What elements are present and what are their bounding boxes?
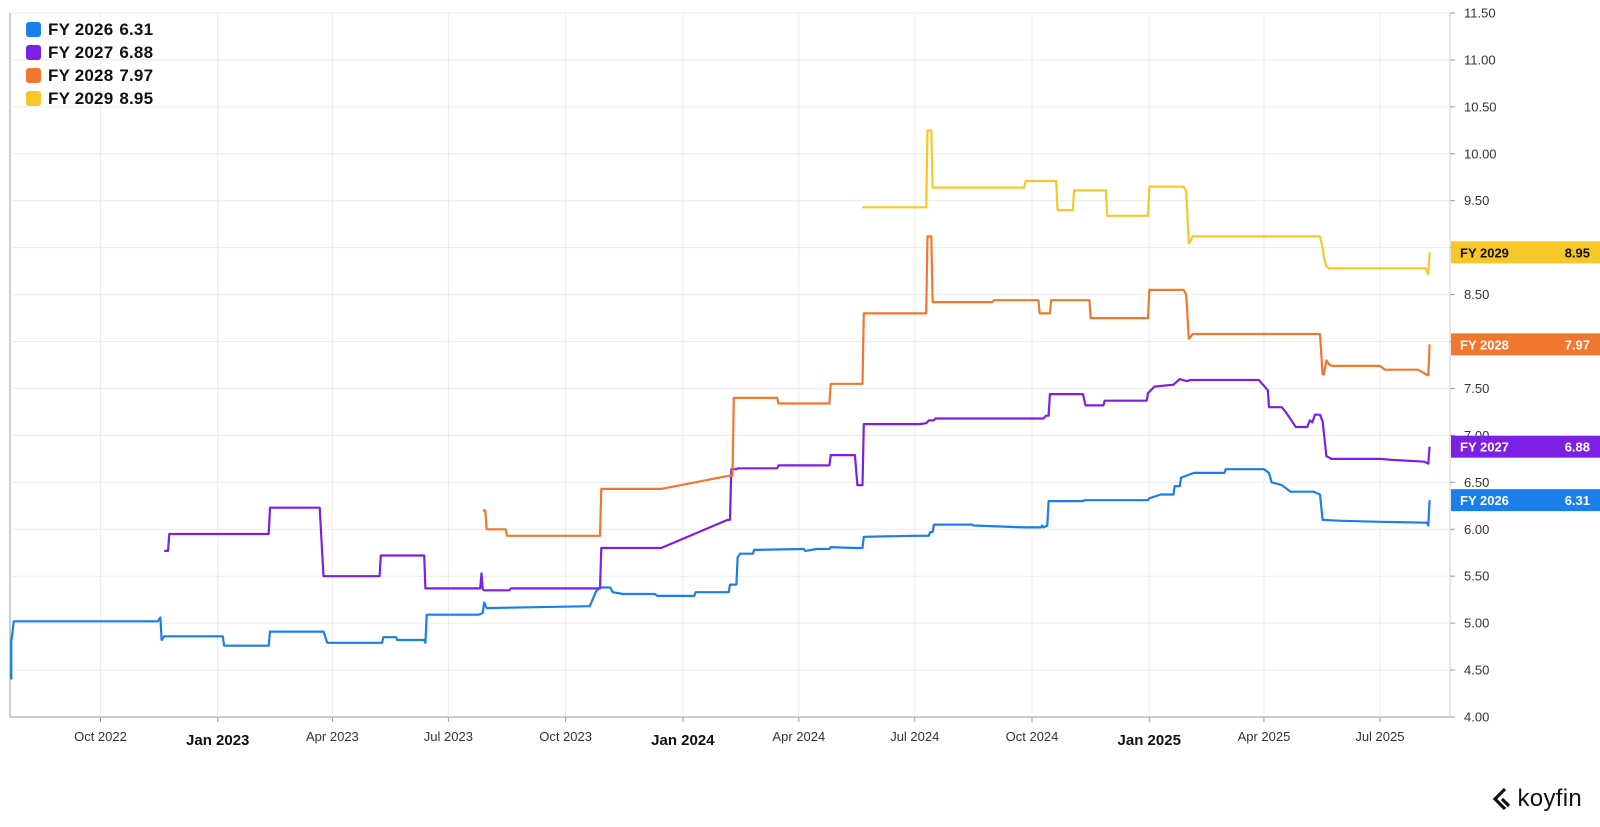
series-line-fy-2027 (164, 378, 1431, 592)
legend-swatch (26, 45, 41, 60)
x-tick-label: Jul 2024 (890, 729, 939, 744)
last-value-badge: FY 2027 6.88 (1451, 435, 1600, 458)
last-value-badge: FY 2026 6.31 (1451, 489, 1600, 512)
legend-series-name: FY 2027 (48, 42, 114, 62)
y-tick-label: 6.50 (1464, 475, 1489, 490)
last-value-badge: FY 2029 8.95 (1451, 241, 1600, 264)
y-tick-label: 6.00 (1464, 522, 1489, 537)
badge-background (1451, 489, 1600, 512)
y-tick-label: 11.50 (1464, 6, 1496, 21)
legend-series-name: FY 2026 (48, 19, 114, 39)
legend-series-name: FY 2029 (48, 88, 114, 108)
legend-series-value: 6.88 (119, 42, 154, 62)
legend-label: FY 2026 6.31 (48, 20, 159, 40)
grid-lines (9, 12, 1451, 718)
legend: FY 2026 6.31 FY 2027 6.88 FY 2028 7.97 FY 2029… (26, 18, 159, 110)
badge-value: 7.97 (1565, 337, 1590, 352)
x-tick-label: Jan 2023 (186, 732, 249, 749)
koyfin-chevron-icon (1492, 787, 1510, 811)
legend-swatch (26, 22, 41, 37)
x-tick-label: Oct 2023 (539, 729, 592, 744)
y-tick-label: 5.00 (1464, 616, 1489, 631)
brand-name: koyfin (1517, 785, 1582, 812)
series-line-fy-2028 (482, 235, 1431, 537)
y-tick-label: 10.50 (1464, 99, 1497, 114)
legend-series-name: FY 2028 (48, 65, 114, 85)
badge-background (1451, 241, 1600, 264)
x-tick-label: Apr 2025 (1238, 729, 1291, 744)
legend-item[interactable]: FY 2027 6.88 (26, 41, 159, 64)
legend-label: FY 2027 6.88 (48, 43, 159, 63)
badge-series-name: FY 2027 (1460, 440, 1509, 455)
legend-series-value: 7.97 (119, 65, 154, 85)
series-lines (10, 129, 1431, 680)
badge-background (1451, 435, 1600, 458)
series-line-fy-2029 (862, 129, 1431, 275)
badge-series-name: FY 2029 (1460, 245, 1509, 260)
badge-series-name: FY 2026 (1460, 493, 1509, 508)
y-tick-label: 5.50 (1464, 569, 1489, 584)
legend-swatch (26, 91, 41, 106)
badge-series-name: FY 2028 (1460, 337, 1509, 352)
y-tick-label: 11.00 (1464, 52, 1496, 67)
legend-series-value: 6.31 (119, 19, 154, 39)
badge-value: 6.88 (1565, 440, 1590, 455)
badge-background (1451, 333, 1600, 356)
x-tick-label: Jul 2023 (424, 729, 473, 744)
y-tick-label: 4.00 (1464, 710, 1489, 725)
x-tick-label: Jul 2025 (1355, 729, 1404, 744)
legend-item[interactable]: FY 2028 7.97 (26, 64, 159, 87)
x-tick-label: Jan 2025 (1118, 732, 1181, 749)
legend-item[interactable]: FY 2029 8.95 (26, 87, 159, 110)
x-tick-label: Apr 2024 (772, 729, 825, 744)
y-tick-label: 9.50 (1464, 193, 1489, 208)
legend-swatch (26, 68, 41, 83)
y-axis: 4.004.505.005.506.006.507.007.508.008.50… (1450, 6, 1497, 725)
y-tick-label: 10.00 (1464, 146, 1497, 161)
last-value-badges: FY 2026 6.31 FY 2027 6.88 FY 2028 7.97 FY 2029… (1451, 241, 1600, 512)
legend-item[interactable]: FY 2026 6.31 (26, 18, 159, 41)
legend-series-value: 8.95 (119, 88, 154, 108)
x-tick-label: Oct 2024 (1006, 729, 1059, 744)
koyfin-logo: koyfin (1490, 785, 1583, 813)
x-tick-label: Apr 2023 (306, 729, 359, 744)
x-tick-label: Jan 2024 (651, 732, 715, 749)
last-value-badge: FY 2028 7.97 (1451, 333, 1600, 356)
y-tick-label: 7.50 (1464, 381, 1489, 396)
y-tick-label: 4.50 (1464, 663, 1489, 678)
x-axis: Oct 2022 Jan 2023 Apr 2023 Jul 2023 Oct 2023… (74, 717, 1404, 749)
badge-value: 6.31 (1565, 493, 1590, 508)
series-line-fy-2026 (10, 468, 1431, 680)
legend-label: FY 2029 8.95 (48, 89, 159, 109)
y-tick-label: 8.50 (1464, 287, 1489, 302)
badge-value: 8.95 (1565, 245, 1590, 260)
legend-label: FY 2028 7.97 (48, 66, 159, 86)
x-tick-label: Oct 2022 (74, 729, 127, 744)
